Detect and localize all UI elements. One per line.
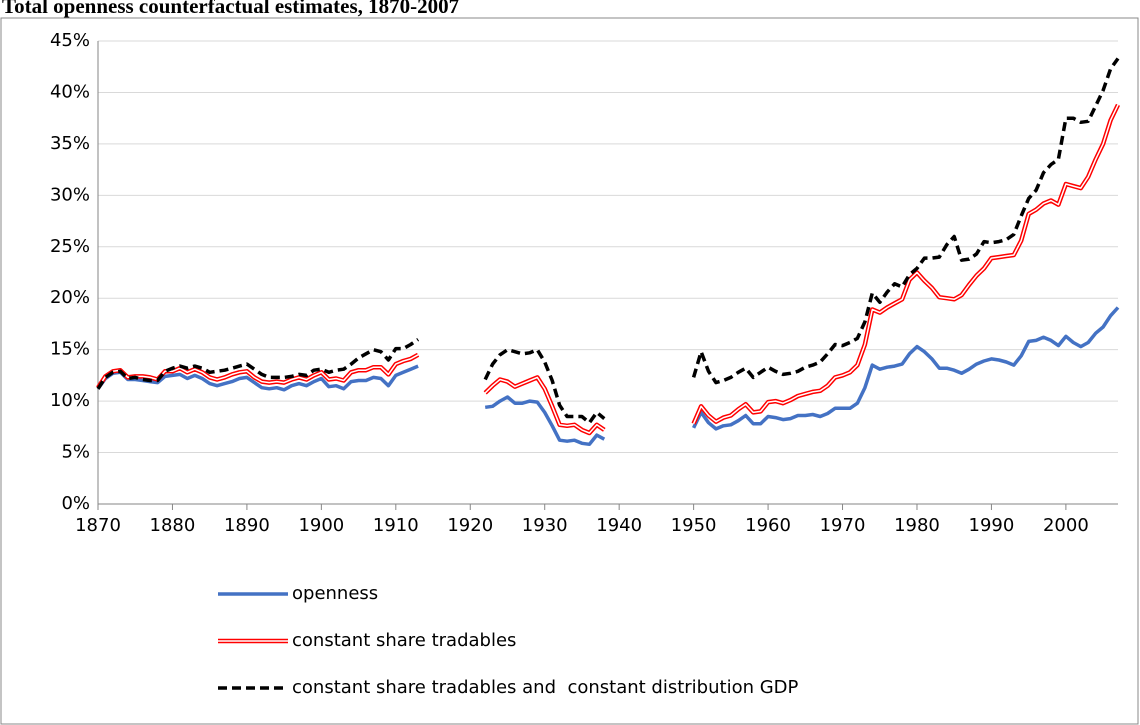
x-tick-label: 1930 — [522, 515, 568, 536]
x-tick-label: 1950 — [671, 515, 717, 536]
x-tick-label: 1970 — [820, 515, 866, 536]
y-tick-label: 25% — [50, 236, 90, 257]
y-tick-label: 40% — [50, 81, 90, 102]
series-line — [96, 57, 1120, 425]
x-tick-label: 2000 — [1043, 515, 1089, 536]
y-tick-label: 5% — [61, 442, 90, 463]
x-tick-label: 1940 — [596, 515, 642, 536]
y-tick-label: 0% — [61, 493, 90, 514]
x-tick-label: 1990 — [969, 515, 1015, 536]
legend-label: constant share tradables — [292, 630, 516, 651]
legend-label: openness — [292, 583, 378, 604]
legend-label: constant share tradables and constant di… — [292, 677, 799, 698]
y-tick-label: 15% — [50, 339, 90, 360]
chart-title: Total openness counterfactual estimates,… — [2, 0, 459, 18]
x-tick-label: 1920 — [447, 515, 493, 536]
x-tick-label: 1960 — [745, 515, 791, 536]
x-tick-label: 1910 — [373, 515, 419, 536]
x-tick-label: 1880 — [150, 515, 196, 536]
x-tick-label: 1890 — [224, 515, 270, 536]
x-tick-label: 1980 — [894, 515, 940, 536]
y-tick-label: 45% — [50, 30, 90, 51]
y-tick-label: 10% — [50, 390, 90, 411]
line-highlight — [97, 104, 1119, 434]
y-tick-label: 35% — [50, 133, 90, 154]
y-tick-label: 20% — [50, 287, 90, 308]
x-tick-label: 1870 — [75, 515, 121, 536]
y-tick-label: 30% — [50, 184, 90, 205]
x-tick-label: 1900 — [298, 515, 344, 536]
